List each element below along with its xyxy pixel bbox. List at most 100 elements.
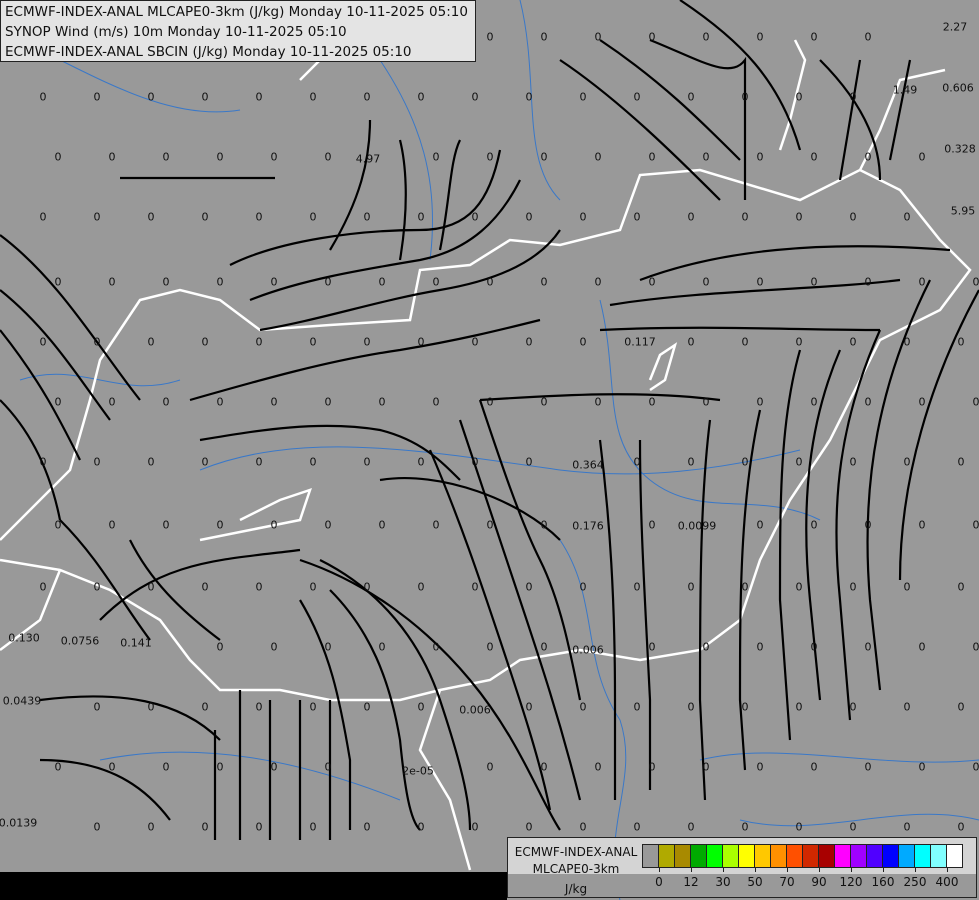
zero-value-label: 0 — [363, 210, 371, 224]
zero-value-label: 0 — [795, 580, 803, 594]
zero-value-label: 0 — [540, 275, 548, 289]
zero-value-label: 0 — [432, 395, 440, 409]
zero-value-label: 0 — [486, 275, 494, 289]
zero-value-label: 0 — [741, 820, 749, 834]
legend-swatch — [755, 845, 771, 867]
zero-value-label: 0 — [702, 30, 710, 44]
streamline — [559, 59, 721, 201]
zero-value-label: 0 — [687, 210, 695, 224]
zero-value-label: 0 — [633, 700, 641, 714]
zero-value-label: 0 — [849, 700, 857, 714]
value-label: 0.0139 — [0, 816, 38, 830]
zero-value-label: 0 — [810, 760, 818, 774]
zero-value-label: 0 — [378, 395, 386, 409]
zero-value-label: 0 — [810, 640, 818, 654]
streamline — [319, 559, 472, 831]
zero-value-label: 0 — [309, 90, 317, 104]
zero-value-label: 0 — [486, 640, 494, 654]
zero-value-label: 0 — [525, 820, 533, 834]
zero-value-label: 0 — [363, 90, 371, 104]
zero-value-label: 0 — [972, 395, 979, 409]
legend-swatch — [915, 845, 931, 867]
zero-value-label: 0 — [687, 455, 695, 469]
zero-value-label: 0 — [270, 640, 278, 654]
zero-value-label: 0 — [810, 518, 818, 532]
zero-value-label: 0 — [216, 640, 224, 654]
value-label: 0.364 — [572, 458, 604, 472]
zero-value-label: 0 — [108, 760, 116, 774]
zero-value-label: 0 — [594, 395, 602, 409]
streamline — [299, 558, 561, 831]
zero-value-label: 0 — [849, 455, 857, 469]
value-label: 0.0099 — [677, 519, 717, 533]
legend-swatch — [819, 845, 835, 867]
legend-tick-mark — [723, 867, 724, 872]
zero-value-label: 0 — [201, 335, 209, 349]
zero-value-label: 0 — [147, 335, 155, 349]
zero-value-label: 0 — [201, 700, 209, 714]
legend-swatch — [851, 845, 867, 867]
value-label: 1.49 — [892, 83, 918, 97]
zero-value-label: 0 — [525, 210, 533, 224]
streamline — [866, 279, 931, 691]
border-line — [648, 342, 678, 392]
legend-color-bar — [642, 844, 963, 868]
zero-value-label: 0 — [162, 760, 170, 774]
streamline — [639, 245, 951, 282]
zero-value-label: 0 — [270, 760, 278, 774]
zero-value-label: 0 — [162, 275, 170, 289]
zero-value-label: 0 — [54, 150, 62, 164]
map-header: ECMWF-INDEX-ANAL MLCAPE0-3km (J/kg) Mond… — [0, 0, 476, 62]
streamline — [379, 476, 561, 541]
zero-value-label: 0 — [579, 700, 587, 714]
zero-value-label: 0 — [147, 580, 155, 594]
zero-value-label: 0 — [486, 150, 494, 164]
zero-value-label: 0 — [147, 700, 155, 714]
legend-swatch — [659, 845, 675, 867]
legend-swatch — [867, 845, 883, 867]
zero-value-label: 0 — [579, 90, 587, 104]
zero-value-label: 0 — [54, 275, 62, 289]
zero-value-label: 0 — [432, 518, 440, 532]
zero-value-label: 0 — [93, 455, 101, 469]
streamline — [189, 318, 541, 402]
country-borders — [0, 0, 972, 871]
streamline — [199, 424, 461, 481]
zero-value-label: 0 — [648, 640, 656, 654]
zero-value-label: 0 — [903, 700, 911, 714]
zero-value-label: 0 — [540, 760, 548, 774]
streamline — [0, 329, 81, 461]
zero-value-label: 0 — [54, 395, 62, 409]
zero-value-label: 0 — [201, 580, 209, 594]
zero-value-label: 0 — [957, 700, 965, 714]
zero-value-label: 0 — [471, 90, 479, 104]
border-line — [199, 488, 312, 542]
zero-value-label: 0 — [702, 150, 710, 164]
zero-value-label: 0 — [432, 150, 440, 164]
legend-swatch — [803, 845, 819, 867]
zero-value-label: 0 — [255, 580, 263, 594]
zero-value-label: 0 — [309, 455, 317, 469]
zero-value-label: 0 — [579, 820, 587, 834]
zero-value-label: 0 — [795, 210, 803, 224]
streamline — [898, 289, 979, 581]
streamline — [59, 519, 151, 641]
zero-value-label: 0 — [702, 640, 710, 654]
zero-value-label: 0 — [471, 820, 479, 834]
zero-value-label: 0 — [648, 760, 656, 774]
legend-tick-mark — [659, 867, 660, 872]
legend-title-parameter: MLCAPE0-3km — [532, 862, 620, 876]
zero-value-label: 0 — [864, 150, 872, 164]
zero-value-label: 0 — [363, 580, 371, 594]
zero-value-label: 0 — [756, 395, 764, 409]
zero-value-label: 0 — [918, 518, 926, 532]
zero-value-label: 0 — [540, 518, 548, 532]
zero-value-label: 0 — [633, 580, 641, 594]
zero-value-label: 0 — [741, 700, 749, 714]
zero-value-label: 0 — [324, 150, 332, 164]
zero-value-label: 0 — [918, 150, 926, 164]
zero-value-label: 0 — [417, 455, 425, 469]
streamline — [599, 39, 741, 161]
streamline — [39, 695, 221, 741]
zero-value-label: 0 — [93, 700, 101, 714]
